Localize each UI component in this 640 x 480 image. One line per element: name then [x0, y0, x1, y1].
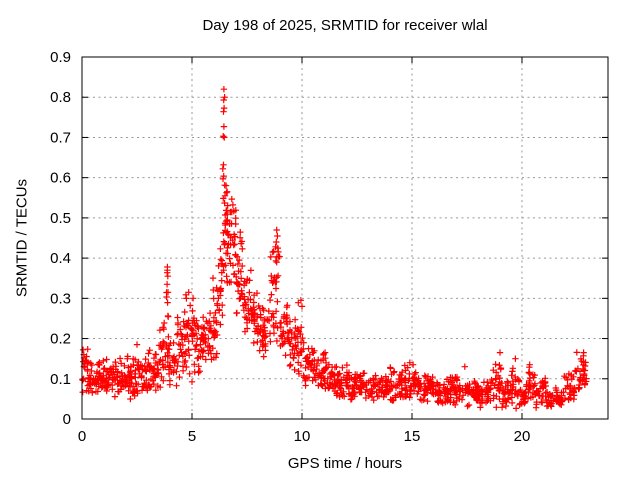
- y-tick-label: 0.3: [50, 290, 71, 307]
- y-tick-label: 0.2: [50, 331, 71, 348]
- plot-border: [81, 56, 609, 420]
- y-tick-label: 0.4: [50, 250, 71, 267]
- y-tick-label: 0.1: [50, 371, 71, 388]
- scatter-points: [79, 86, 590, 412]
- y-tick-label: 0.9: [50, 49, 71, 66]
- x-tick-label: 20: [514, 428, 531, 445]
- x-axis-title: GPS time / hours: [287, 455, 403, 472]
- y-tick-label: 0.7: [50, 129, 71, 146]
- y-tick-label: 0.6: [50, 170, 71, 187]
- y-tick-label: 0.8: [50, 89, 71, 106]
- chart-title: Day 198 of 2025, SRMTID for receiver wla…: [202, 17, 488, 34]
- x-tick-label: 10: [294, 428, 311, 445]
- x-tick-label: 5: [188, 428, 196, 445]
- y-tick-label: 0.5: [50, 210, 71, 227]
- y-tick-label: 0: [63, 411, 71, 428]
- x-tick-label: 0: [78, 428, 86, 445]
- x-tick-label: 15: [404, 428, 421, 445]
